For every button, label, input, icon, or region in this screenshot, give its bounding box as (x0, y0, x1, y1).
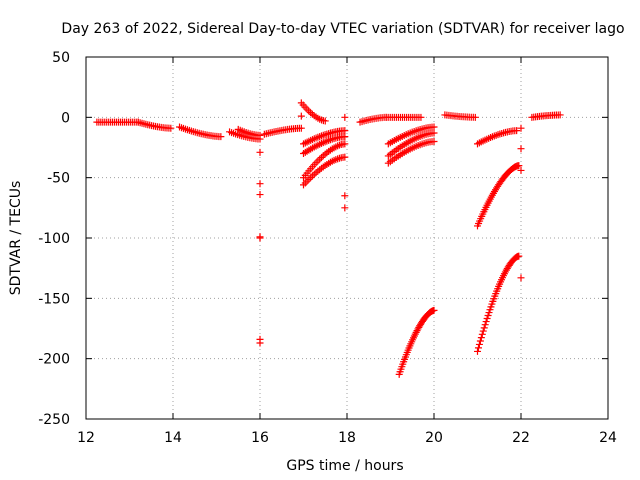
data-point (471, 113, 479, 121)
x-tick-label: 18 (338, 430, 356, 446)
data-point (341, 192, 349, 200)
data-point (341, 133, 349, 141)
data-point (341, 127, 349, 135)
data-point (297, 112, 305, 120)
data-point (256, 191, 264, 199)
x-tick-label: 14 (164, 430, 182, 446)
data-point (479, 327, 487, 335)
data-point (256, 234, 264, 242)
data-point (480, 324, 488, 332)
y-tick-label: -150 (38, 291, 70, 307)
data-point (341, 113, 349, 121)
data-point (217, 133, 225, 141)
data-point (167, 124, 175, 132)
data-point (417, 113, 425, 121)
data-point (474, 347, 481, 355)
data-point (482, 318, 490, 326)
y-tick-label: -200 (38, 352, 70, 368)
plot-frame (85, 56, 609, 420)
data-point (484, 312, 492, 320)
x-axis-label: GPS time / hours (286, 458, 403, 474)
data-point (256, 131, 264, 139)
x-tick-label: 24 (599, 430, 617, 446)
data-point (477, 334, 485, 342)
data-point (341, 140, 349, 148)
x-tick-label: 12 (77, 430, 95, 446)
data-point (256, 148, 264, 156)
data-points (93, 99, 564, 378)
data-point (475, 340, 483, 348)
data-point (430, 123, 438, 131)
y-tick-label: -50 (47, 171, 70, 187)
data-point (476, 337, 484, 345)
y-axis-label: SDTVAR / TECUs (8, 181, 24, 296)
x-tick-label: 22 (512, 430, 530, 446)
y-tick-label: 0 (61, 110, 70, 126)
data-point (430, 306, 438, 314)
x-tick-label: 20 (425, 430, 443, 446)
y-tick-label: -100 (38, 231, 70, 247)
x-tick-labels: 12 14 16 18 20 22 24 (77, 430, 617, 446)
data-point (474, 344, 482, 352)
data-point (341, 204, 349, 212)
y-tick-label: -250 (38, 412, 70, 428)
data-point (256, 339, 264, 347)
y-tick-label: 50 (52, 50, 70, 66)
data-point (517, 274, 525, 282)
data-point (478, 330, 486, 338)
data-point (483, 315, 491, 323)
data-point (515, 252, 523, 260)
data-point (556, 111, 564, 119)
data-point (341, 153, 349, 161)
data-point (517, 124, 525, 132)
data-point (515, 162, 523, 170)
data-point (517, 166, 525, 174)
data-point (256, 180, 264, 188)
data-point (430, 137, 438, 145)
x-tick-label: 16 (251, 430, 269, 446)
data-point (297, 124, 305, 132)
y-tick-labels: -250 -200 -150 -100 -50 0 50 (38, 50, 70, 428)
data-point (513, 127, 521, 135)
chart-title: Day 263 of 2022, Sidereal Day-to-day VTE… (61, 21, 624, 37)
data-point (481, 321, 489, 329)
data-point (321, 117, 329, 125)
data-point (430, 129, 438, 137)
data-point (517, 145, 525, 153)
